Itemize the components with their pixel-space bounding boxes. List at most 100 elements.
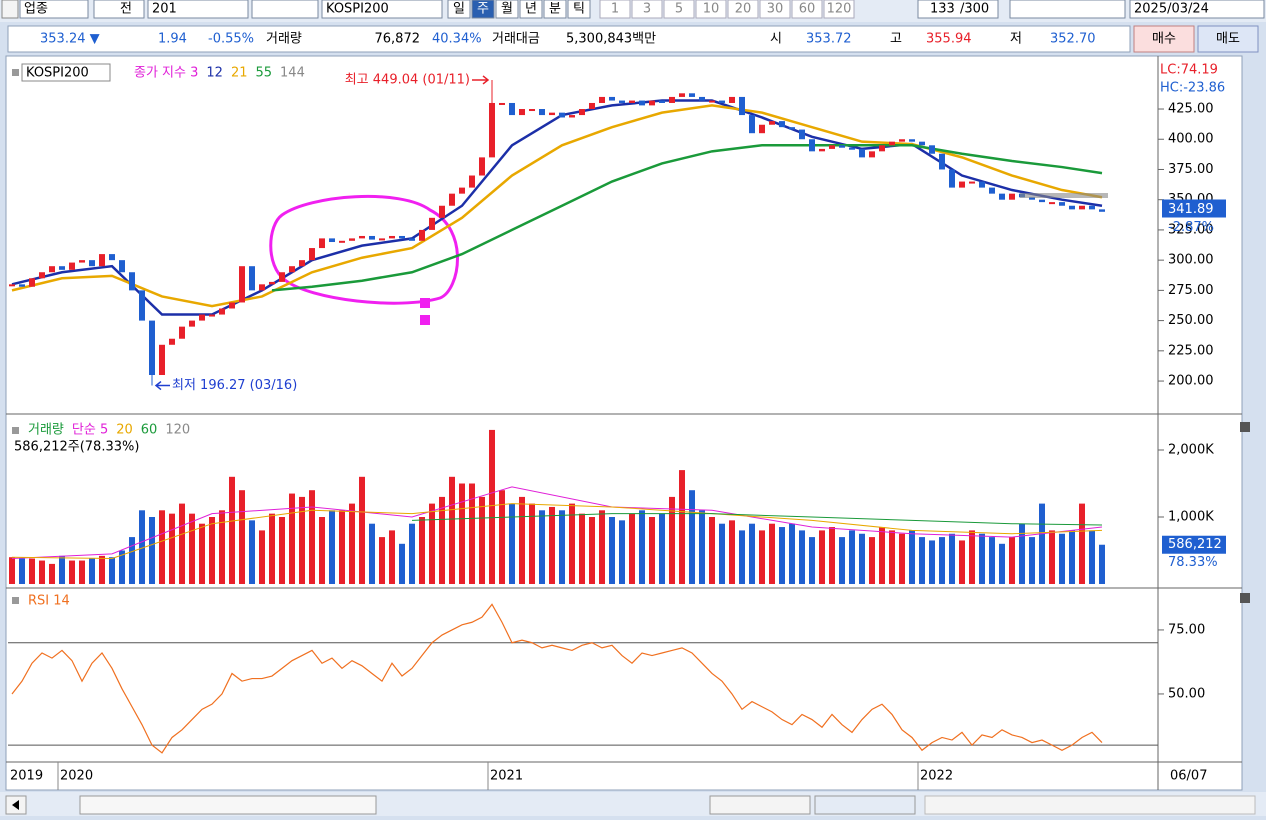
volume-pct: 40.34% (432, 32, 482, 47)
panel-close[interactable] (1240, 593, 1250, 603)
period-tab[interactable] (567, 0, 591, 19)
candle (1069, 205, 1075, 210)
arrow (472, 75, 490, 85)
candle (719, 100, 725, 103)
candle (419, 229, 425, 241)
volume-bar (409, 523, 415, 584)
candle (149, 320, 155, 376)
volume-bar (609, 517, 615, 584)
volume-bar (1059, 533, 1065, 584)
period-tab[interactable] (495, 0, 519, 19)
candle (259, 284, 265, 291)
ma-line (411, 513, 1103, 526)
volume-bar (1079, 503, 1085, 584)
candle (219, 308, 225, 315)
icon[interactable] (1, 0, 19, 19)
scroll-thumb[interactable] (79, 795, 377, 815)
volume-bar (429, 503, 435, 584)
date: 2025/03/24 (1134, 2, 1209, 17)
candle (619, 100, 625, 103)
volume-bar (89, 558, 95, 584)
volume-bar (349, 503, 355, 584)
drawing-tools[interactable] (924, 795, 1256, 815)
volume-bar (689, 490, 695, 584)
volume-bar (739, 530, 745, 584)
candle (159, 344, 165, 376)
interval-label: 30 (767, 2, 784, 17)
interval-label: 1 (611, 2, 619, 17)
y-tick-label: 250.00 (1168, 313, 1214, 328)
playback-controls[interactable] (709, 795, 811, 815)
candle (1059, 202, 1065, 206)
volume-bar (709, 517, 715, 584)
max-count: /300 (960, 2, 989, 17)
volume-bar (159, 510, 165, 584)
panel-bullet (12, 69, 19, 76)
tool-buttons[interactable] (251, 0, 319, 19)
scope-select[interactable] (93, 0, 145, 19)
legend-item: 12 (206, 66, 223, 81)
period-tab[interactable] (447, 0, 471, 19)
candle (379, 238, 385, 241)
volume-bar (1009, 537, 1015, 584)
date-field[interactable] (1129, 0, 1265, 19)
interval-button[interactable] (759, 0, 791, 19)
zoom-slider[interactable] (814, 795, 916, 815)
volume-bar (339, 510, 345, 584)
low: 352.70 (1050, 32, 1096, 47)
candle (969, 181, 975, 184)
volume-bar (699, 510, 705, 584)
count-field[interactable] (917, 0, 999, 19)
volume-bar (59, 555, 65, 584)
candle (869, 151, 875, 158)
candle (909, 139, 915, 142)
amount-label: 거래대금 (492, 32, 540, 47)
settings-icons[interactable] (1009, 0, 1126, 19)
candle (79, 260, 85, 263)
volume-bar (749, 523, 755, 584)
sell-button[interactable] (1197, 25, 1259, 53)
volume-bar (299, 496, 305, 584)
candle (359, 235, 365, 239)
volume-bar (519, 496, 525, 584)
buy-button[interactable] (1133, 25, 1195, 53)
volume-bar (239, 490, 245, 584)
candle (759, 124, 765, 134)
period-tab[interactable] (543, 0, 567, 19)
panel-close[interactable] (1240, 422, 1250, 432)
market-select[interactable] (19, 0, 89, 19)
interval-button[interactable] (599, 0, 631, 19)
code-input[interactable] (147, 0, 249, 19)
name-field[interactable] (321, 0, 443, 19)
candle (549, 112, 555, 116)
interval-button[interactable] (631, 0, 663, 19)
interval-button[interactable] (823, 0, 855, 19)
date-label: 2021 (490, 769, 523, 784)
candle (369, 235, 375, 240)
period-tab[interactable] (471, 0, 495, 19)
index-name: KOSPI200 (326, 2, 389, 17)
interval-button[interactable] (695, 0, 727, 19)
volume-bar (49, 563, 55, 584)
candle (529, 109, 535, 112)
volume-bar (859, 533, 865, 584)
volume-bar (959, 540, 965, 584)
interval-button[interactable] (663, 0, 695, 19)
interval-label: 60 (799, 2, 816, 17)
interval-button[interactable] (727, 0, 759, 19)
volume-bar (379, 537, 385, 584)
volume-bar (969, 530, 975, 584)
volume-bar (599, 510, 605, 584)
interval-button[interactable] (791, 0, 823, 19)
volume-bar (499, 490, 505, 584)
volume-bar (279, 517, 285, 584)
period-tab[interactable] (519, 0, 543, 19)
y-tick-label: 400.00 (1168, 132, 1214, 147)
high: 355.94 (926, 32, 972, 47)
interval-label: 20 (735, 2, 752, 17)
legend-item: 144 (280, 66, 305, 81)
legend-item: 55 (255, 66, 272, 81)
volume-bar (249, 520, 255, 584)
interval-label: 5 (675, 2, 683, 17)
amount: 5,300,843백만 (566, 32, 656, 47)
